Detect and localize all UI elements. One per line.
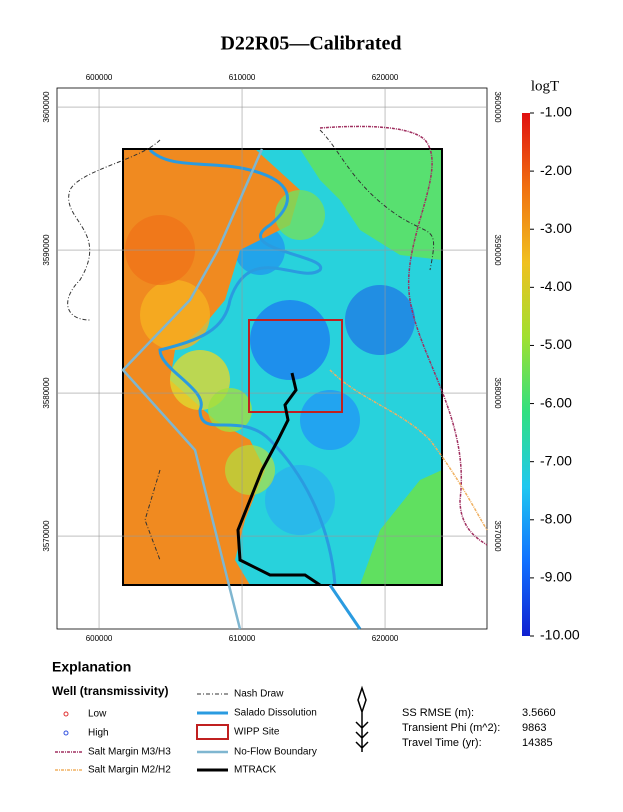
colorbar-tick-label: -4.00 <box>540 278 572 294</box>
colorbar <box>522 113 530 636</box>
y-tick-label: 3570000 <box>493 520 502 552</box>
stat-value: 3.5660 <box>522 707 556 719</box>
colorbar-title: logT <box>531 78 559 94</box>
legend-symbols <box>55 685 369 772</box>
colorbar-tick-label: -2.00 <box>540 162 572 178</box>
legend-label: Salado Dissolution <box>234 708 317 719</box>
wipp-site <box>248 319 343 413</box>
x-tick-label: 600000 <box>86 73 113 82</box>
legend-label: Nash Draw <box>234 689 284 700</box>
legend-label: Low <box>88 709 107 720</box>
y-tick-label: 3590000 <box>493 234 502 266</box>
x-tick-label: 620000 <box>372 634 399 643</box>
y-tick-label: 3600000 <box>493 91 502 123</box>
stat-label: SS RMSE (m): <box>402 707 474 719</box>
transmissivity-field <box>123 149 442 585</box>
salt-margin-m2h2 <box>329 369 488 531</box>
y-tick-label: 3570000 <box>42 520 51 552</box>
y-tick-label: 3580000 <box>42 377 51 409</box>
x-tick-label: 610000 <box>229 634 256 643</box>
legend-label: Salt Margin M2/H2 <box>88 765 171 776</box>
colorbar-tick-label: -9.00 <box>540 569 572 585</box>
model-boundary <box>122 148 443 586</box>
stat-value: 9863 <box>522 722 546 734</box>
legend-label: No-Flow Boundary <box>234 747 317 758</box>
salt-margin-m3h3 <box>319 125 488 546</box>
x-tick-label: 620000 <box>372 73 399 82</box>
x-tick-label: 600000 <box>86 634 113 643</box>
stat-value: 14385 <box>522 737 553 749</box>
y-tick-label: 3580000 <box>493 377 502 409</box>
x-tick-label: 610000 <box>229 73 256 82</box>
map-frame <box>56 87 488 630</box>
legend-label: WIPP Site <box>234 727 280 738</box>
legend-title: Explanation <box>52 659 131 675</box>
legend-label: Salt Margin M3/H3 <box>88 747 171 758</box>
y-tick-label: 3590000 <box>42 234 51 266</box>
stat-label: Transient Phi (m^2): <box>402 722 500 734</box>
legend-label: MTRACK <box>234 765 277 776</box>
colorbar-tick-label: -5.00 <box>540 336 572 352</box>
colorbar-tick-label: -8.00 <box>540 510 572 526</box>
title: D22R05—Calibrated <box>220 33 401 55</box>
colorbar-tick-label: -10.00 <box>540 627 580 643</box>
mtrack <box>236 372 321 587</box>
colorbar-tick-label: -6.00 <box>540 394 572 410</box>
stat-label: Travel Time (yr): <box>402 737 482 749</box>
colorbar-tick-label: -1.00 <box>540 104 572 120</box>
no-flow-boundary <box>121 148 264 630</box>
nash-draw <box>67 129 435 561</box>
colorbar-tick-label: -7.00 <box>540 452 572 468</box>
well-title: Well (transmissivity) <box>52 684 168 698</box>
colorbar-tick-label: -3.00 <box>540 220 572 236</box>
y-tick-label: 3600000 <box>42 91 51 123</box>
salado-dissolution <box>328 584 362 630</box>
legend-label: High <box>88 728 109 739</box>
